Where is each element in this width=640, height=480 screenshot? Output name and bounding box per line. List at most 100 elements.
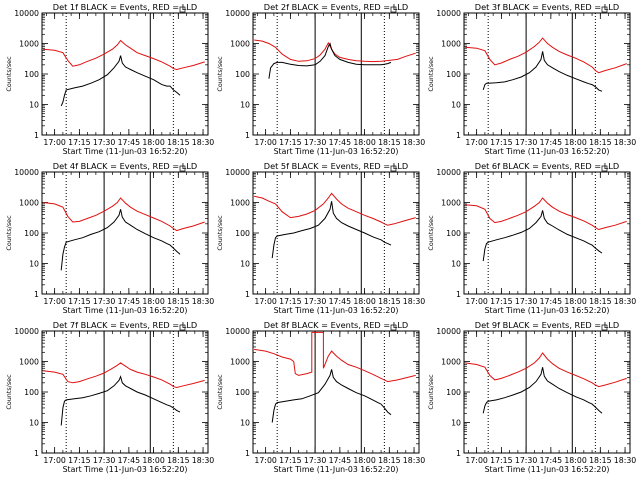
marker-box: [390, 324, 397, 331]
events-series-line: [271, 201, 392, 259]
y-tick-label: 1000: [19, 358, 39, 367]
x-tick-label: 17:30: [93, 456, 116, 465]
plot-frame: [463, 330, 631, 454]
y-axis-label: Counts/sec: [427, 215, 435, 251]
y-tick-label: 1: [456, 290, 461, 299]
marker-box: [179, 324, 186, 331]
y-tick-label: 1000: [19, 40, 39, 49]
detector-panel: 1 10 100 1000 10000 17:00 17:15 17:30 17:45 18:00…: [427, 161, 636, 315]
panel-title: Det 7f BLACK = Events, RED = LLD: [53, 320, 197, 330]
x-axis-label: Start Time (11-Jun-03 16:52:20): [485, 465, 610, 474]
y-tick-label: 100: [235, 388, 250, 397]
y-tick-label: 1: [245, 131, 250, 140]
y-tick-label: 10000: [436, 168, 461, 177]
x-tick-label: 17:00: [43, 456, 66, 465]
panel-title: Det 3f BLACK = Events, RED = LLD: [475, 2, 619, 12]
x-tick-label: 18:00: [353, 297, 376, 306]
y-tick-label: 10: [29, 419, 39, 428]
plot-frame: [41, 171, 209, 295]
panel-title: Det 1f BLACK = Events, RED = LLD: [53, 2, 197, 12]
y-tick-label: 100: [446, 70, 461, 79]
panel-title: Det 8f BLACK = Events, RED = LLD: [264, 320, 408, 330]
x-tick-label: 17:30: [304, 456, 327, 465]
y-tick-label: 10000: [225, 9, 250, 18]
detector-panel: 1 10 100 1000 10000 17:00 17:15 17:30 17:45 18:00…: [216, 161, 425, 315]
y-axis-label: Counts/sec: [5, 56, 13, 92]
lld-series-line: [254, 331, 416, 383]
x-tick-label: 18:15: [589, 138, 612, 147]
x-tick-label: 17:15: [279, 456, 302, 465]
x-axis-label: Start Time (11-Jun-03 16:52:20): [63, 306, 188, 315]
x-tick-label: 18:15: [167, 138, 190, 147]
x-tick-label: 17:00: [254, 456, 277, 465]
y-axis-label: Counts/sec: [216, 215, 224, 251]
y-tick-label: 10000: [436, 327, 461, 336]
y-axis-label: Counts/sec: [427, 56, 435, 92]
y-tick-label: 10000: [14, 9, 39, 18]
events-series-line: [60, 209, 181, 271]
events-series-line: [271, 369, 392, 423]
x-tick-label: 18:00: [353, 456, 376, 465]
y-tick-label: 100: [446, 229, 461, 238]
x-tick-label: 17:15: [279, 138, 302, 147]
y-tick-label: 1000: [230, 358, 250, 367]
x-tick-label: 17:00: [465, 456, 488, 465]
panel-title: Det 4f BLACK = Events, RED = LLD: [53, 161, 197, 171]
x-tick-label: 18:00: [142, 456, 165, 465]
x-axis-label: Start Time (11-Jun-03 16:52:20): [485, 306, 610, 315]
x-axis-label: Start Time (11-Jun-03 16:52:20): [274, 147, 399, 156]
marker-box: [601, 165, 608, 172]
x-tick-label: 18:15: [167, 456, 190, 465]
x-tick-label: 17:45: [329, 297, 352, 306]
lld-series-line: [465, 352, 627, 388]
marker-box: [390, 6, 397, 13]
y-tick-label: 10000: [14, 327, 39, 336]
x-tick-label: 18:00: [142, 297, 165, 306]
y-tick-label: 100: [235, 70, 250, 79]
lld-series-line: [253, 192, 416, 226]
x-tick-label: 17:30: [515, 456, 538, 465]
y-axis-label: Counts/sec: [216, 56, 224, 92]
x-tick-label: 17:00: [254, 138, 277, 147]
x-tick-label: 17:00: [43, 297, 66, 306]
events-series-line: [482, 51, 603, 92]
x-tick-label: 18:15: [378, 138, 401, 147]
y-tick-label: 1: [34, 131, 39, 140]
y-tick-label: 100: [24, 229, 39, 238]
y-tick-label: 100: [235, 229, 250, 238]
panel-title: Det 9f BLACK = Events, RED = LLD: [475, 320, 619, 330]
x-tick-label: 17:45: [118, 138, 141, 147]
x-tick-label: 17:00: [465, 297, 488, 306]
x-axis-label: Start Time (11-Jun-03 16:52:20): [274, 306, 399, 315]
x-tick-label: 17:00: [465, 138, 488, 147]
x-tick-label: 17:45: [118, 456, 141, 465]
y-tick-label: 10: [240, 101, 250, 110]
y-axis-label: Counts/sec: [5, 215, 13, 251]
x-tick-label: 17:15: [490, 456, 513, 465]
y-tick-label: 10: [451, 260, 461, 269]
panel-title: Det 6f BLACK = Events, RED = LLD: [475, 161, 619, 171]
x-tick-label: 17:15: [68, 297, 91, 306]
y-tick-label: 1000: [441, 199, 461, 208]
y-tick-label: 100: [446, 388, 461, 397]
x-tick-label: 17:30: [93, 138, 116, 147]
x-tick-label: 18:00: [353, 138, 376, 147]
x-tick-label: 18:30: [403, 456, 426, 465]
x-tick-label: 18:15: [378, 297, 401, 306]
y-tick-label: 10000: [225, 327, 250, 336]
x-tick-label: 18:30: [192, 138, 215, 147]
detector-panel: 1 10 100 1000 10000 17:00 17:15 17:30 17:45 18:00…: [5, 2, 214, 156]
x-tick-label: 18:15: [589, 297, 612, 306]
lld-series-line: [43, 362, 205, 389]
y-tick-label: 10: [29, 101, 39, 110]
x-tick-label: 18:15: [167, 297, 190, 306]
panel-title: Det 5f BLACK = Events, RED = LLD: [264, 161, 408, 171]
events-series-line: [482, 210, 603, 262]
x-tick-label: 17:00: [43, 138, 66, 147]
y-tick-label: 10: [451, 101, 461, 110]
x-tick-label: 17:45: [329, 456, 352, 465]
lld-series-line: [465, 197, 627, 231]
marker-box: [601, 324, 608, 331]
plot-frame: [252, 330, 420, 454]
